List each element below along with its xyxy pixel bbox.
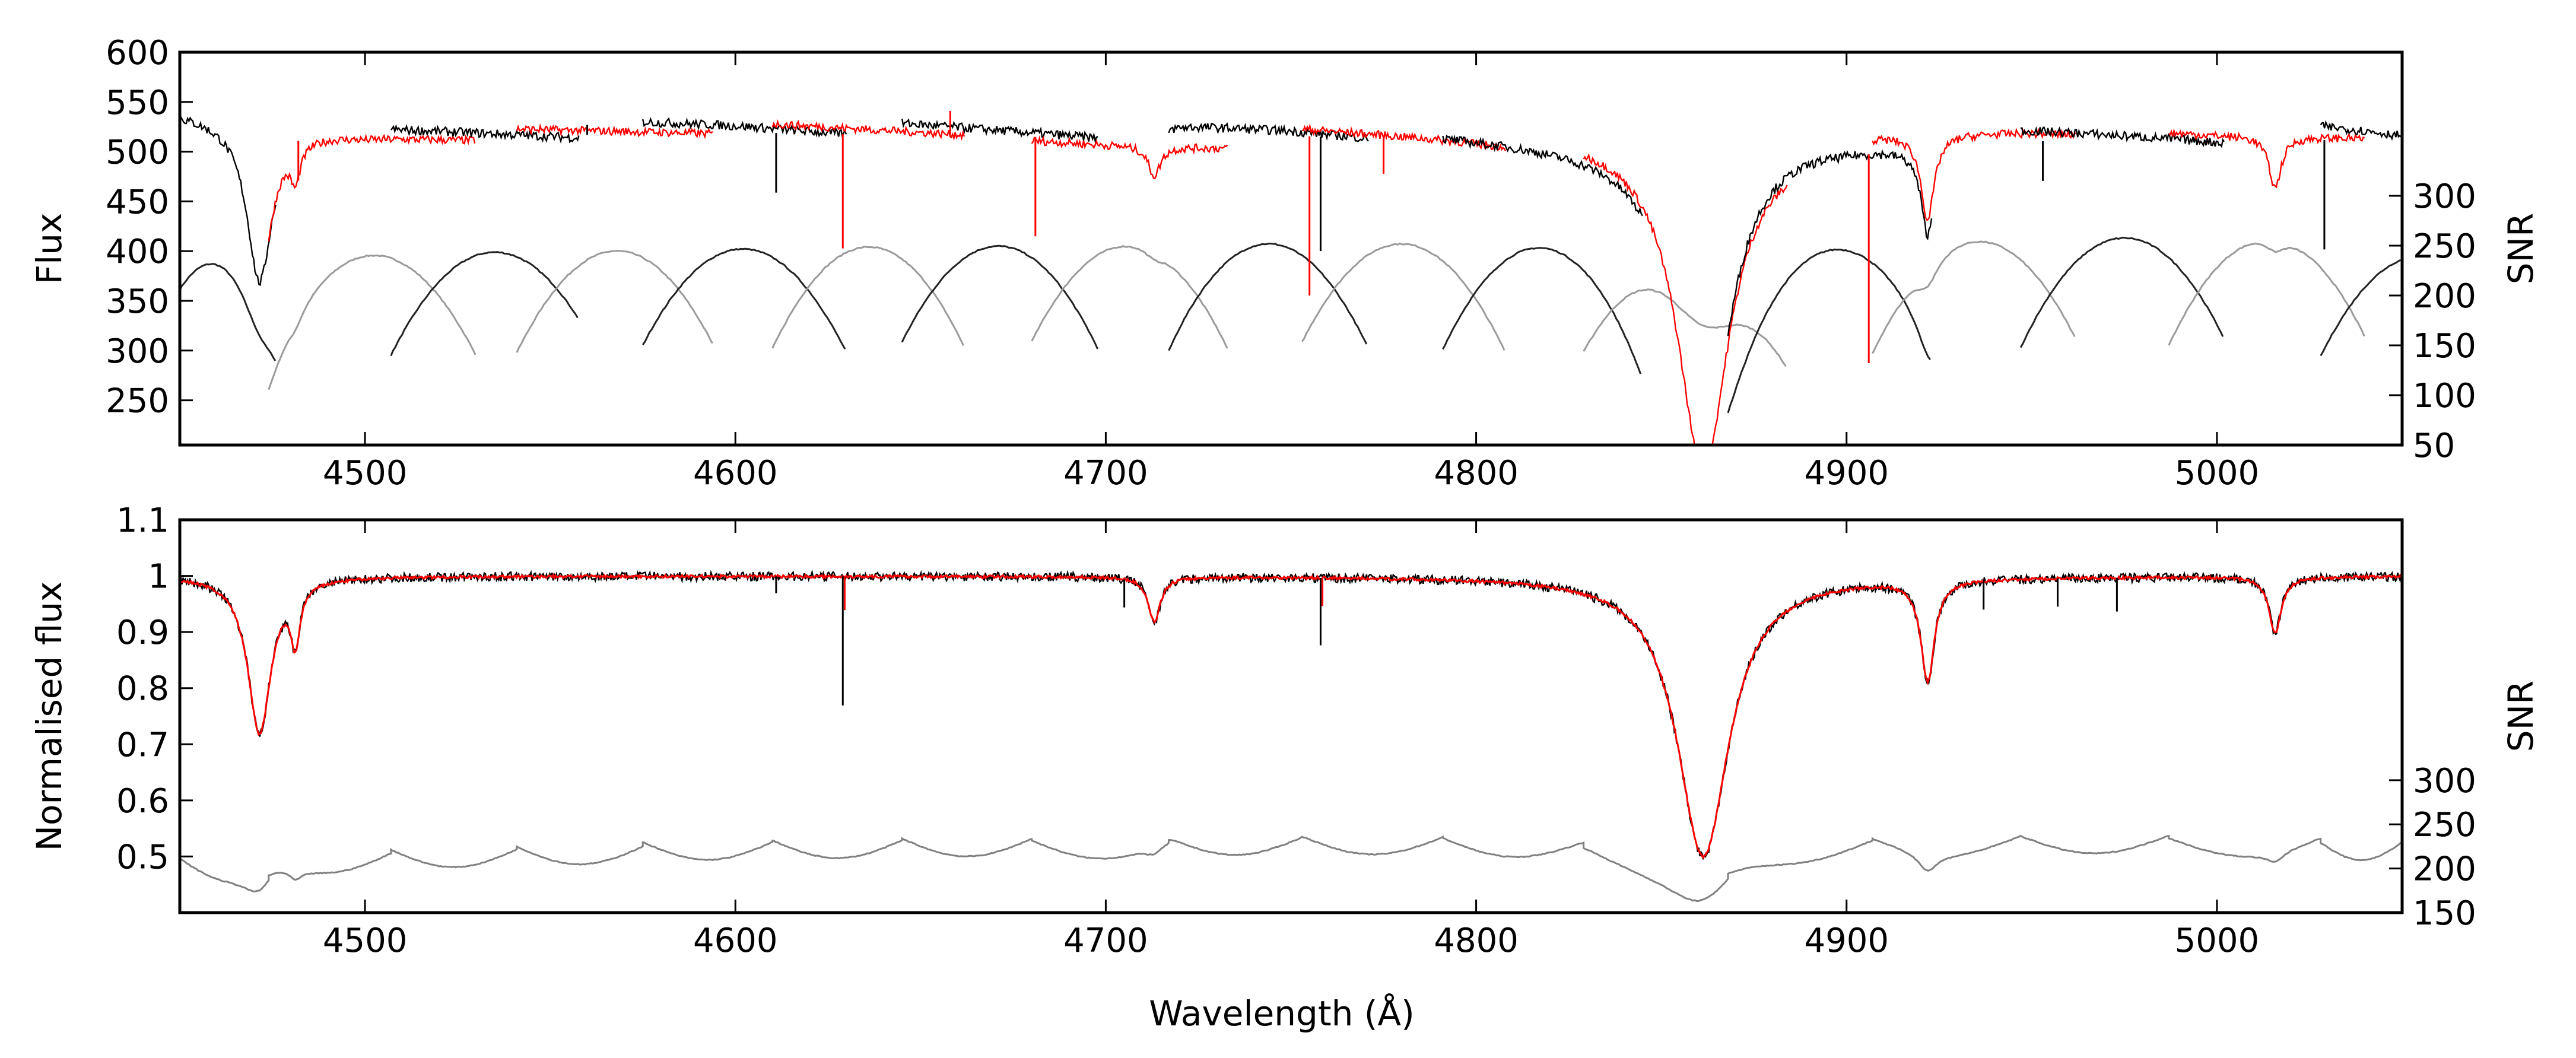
snr-order-curve — [1031, 245, 1228, 349]
model-flux-order — [516, 123, 713, 139]
observed-flux-order — [180, 116, 277, 287]
y-right-tick-label: 300 — [2413, 177, 2476, 216]
model-flux-order — [1872, 127, 2076, 221]
plot-frame — [178, 518, 2404, 914]
observed-flux-order — [2021, 126, 2225, 148]
snr-order-curve — [1301, 242, 1505, 351]
snr-order-curve — [1168, 243, 1368, 351]
snr-order-curve — [390, 251, 579, 357]
snr-order-curve — [2320, 259, 2402, 357]
y-right-tick-label: 250 — [2413, 227, 2476, 266]
snr-order-curve — [771, 246, 965, 349]
model-flux-order — [268, 134, 476, 242]
flux-plot-area — [180, 110, 2402, 445]
y-axis-title: Flux — [29, 213, 69, 285]
observed-flux-order — [1442, 134, 1643, 217]
x-tick-label: 4800 — [1434, 922, 1519, 960]
x-tick-label: 4800 — [1434, 454, 1519, 493]
y-right-tick-label: 150 — [2413, 327, 2476, 366]
snr-order-curve — [1583, 288, 1787, 367]
observed-flux-order — [901, 118, 1098, 144]
model-flux-order — [1301, 123, 1507, 151]
y-tick-label: 450 — [106, 183, 169, 221]
y-right-axis-title: SNR — [2501, 681, 2541, 752]
y-tick-label: 500 — [106, 134, 169, 172]
x-tick-label: 4900 — [1804, 922, 1889, 960]
snr-order-curve — [2019, 236, 2224, 348]
x-tick-label: 4700 — [1063, 454, 1148, 493]
snr-order-curve — [1727, 248, 1931, 414]
y-tick-label: 1 — [148, 558, 169, 596]
normalised-plot-area — [180, 569, 2402, 903]
x-tick-label: 4900 — [1804, 454, 1889, 493]
y-tick-label: 0.6 — [116, 782, 169, 821]
y-tick-label: 0.9 — [116, 614, 169, 652]
observed-flux-order — [1727, 148, 1933, 336]
observed-normalised-flux — [180, 569, 2402, 860]
observed-flux-order — [642, 117, 847, 138]
snr-order-curve — [180, 263, 277, 361]
y-tick-label: 550 — [106, 84, 169, 122]
y-tick-label: 0.8 — [116, 670, 169, 708]
x-tick-label: 5000 — [2175, 454, 2260, 493]
combined-snr-line — [180, 834, 2402, 903]
y-tick-label: 0.5 — [116, 838, 169, 876]
x-tick-label: 4500 — [323, 922, 408, 960]
snr-order-curve — [516, 250, 713, 353]
y-tick-label: 0.7 — [116, 726, 169, 764]
observed-flux-order — [2320, 120, 2402, 141]
snr-order-curve — [268, 254, 477, 390]
x-tick-label: 4600 — [693, 922, 778, 960]
y-tick-label: 350 — [106, 282, 169, 321]
x-tick-label: 4600 — [693, 454, 778, 493]
y-right-tick-label: 250 — [2413, 806, 2476, 844]
model-normalised-flux — [180, 573, 2402, 859]
y-tick-label: 1.1 — [116, 501, 169, 540]
y-right-tick-label: 300 — [2413, 762, 2476, 800]
x-tick-label: 4700 — [1063, 922, 1148, 960]
y-right-tick-label: 50 — [2413, 427, 2455, 465]
y-right-tick-label: 200 — [2413, 277, 2476, 316]
snr-order-curve — [641, 247, 846, 350]
y-right-axis-title: SNR — [2501, 213, 2541, 285]
x-axis-title: Wavelength (Å) — [1149, 993, 1414, 1034]
snr-order-curve — [2168, 242, 2365, 346]
snr-order-curve — [901, 244, 1099, 350]
flux-panel: 4500 4600 4700 4800 4900 5000 250 300 350 400 450 5… — [29, 34, 2541, 493]
plot-frame — [178, 50, 2404, 447]
x-tick-label: 4500 — [323, 454, 408, 493]
y-right-tick-label: 100 — [2413, 377, 2476, 415]
y-tick-label: 250 — [106, 382, 169, 421]
y-right-tick-label: 150 — [2413, 894, 2476, 933]
model-flux-order — [1031, 135, 1228, 180]
snr-order-curve — [1442, 247, 1642, 374]
model-flux-order — [2168, 128, 2365, 189]
observed-flux-order — [1168, 122, 1369, 142]
y-axis-title: Normalised flux — [29, 582, 69, 852]
x-tick-label: 5000 — [2175, 922, 2260, 960]
snr-order-curve — [1872, 240, 2076, 354]
y-right-tick-label: 200 — [2413, 850, 2476, 889]
y-tick-label: 300 — [106, 332, 169, 371]
y-tick-label: 400 — [106, 233, 169, 271]
observed-flux-order — [390, 124, 580, 144]
model-flux-order — [1583, 153, 1788, 445]
y-tick-label: 600 — [106, 34, 169, 72]
model-flux-order — [771, 119, 965, 141]
normalised-flux-panel: 4500 4600 4700 4800 4900 5000 0.5 0.6 0.7 0.8 0.9 1… — [29, 501, 2541, 960]
